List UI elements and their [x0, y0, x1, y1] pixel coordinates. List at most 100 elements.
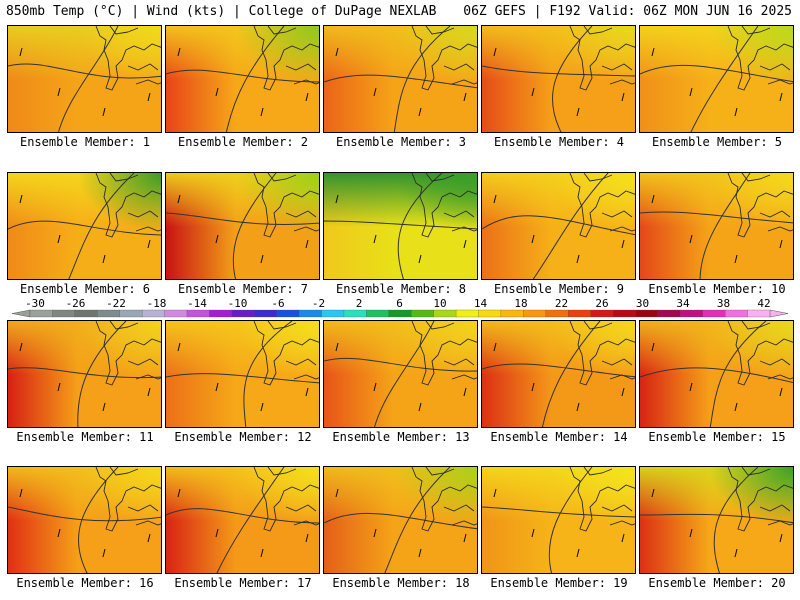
ensemble-map-panel: [639, 172, 794, 280]
colorbar-tick-label: -14: [187, 297, 207, 310]
wind-barb: [260, 402, 264, 412]
colorbar-tick-label: -10: [228, 297, 248, 310]
ensemble-map-panel: [7, 320, 162, 428]
great-lakes-coastline: [253, 26, 319, 91]
ensemble-map-panel: [7, 25, 162, 133]
wind-barb: [305, 92, 309, 102]
temperature-map: [482, 467, 635, 573]
great-lakes-coastline: [95, 26, 161, 91]
isotherm-contour: [482, 363, 635, 378]
wind-barb: [57, 87, 61, 97]
isotherm-contour: [541, 321, 601, 427]
wind-barb: [19, 194, 23, 204]
wind-barb: [147, 239, 151, 249]
colorbar-swatch: [657, 309, 681, 318]
ensemble-map-panel: [481, 466, 636, 574]
wind-barb: [19, 47, 23, 57]
great-lakes-coastline: [95, 321, 161, 386]
colorbar-tick-label: 18: [514, 297, 527, 310]
colorbar-low-arrow: [11, 309, 31, 318]
colorbar-swatch: [747, 309, 771, 318]
chart-title: 850mb Temp (°C) | Wind (kts) | College o…: [6, 4, 437, 19]
wind-barb: [463, 387, 467, 397]
ensemble-map-panel: [323, 466, 478, 574]
wind-barb: [621, 239, 625, 249]
great-lakes-coastline: [95, 173, 161, 238]
wind-barb: [734, 402, 738, 412]
temperature-colorbar: -30 -26 -22 -18 -14 -10 -6 -2 2 6 10 14 18 22 26 30 34 38…: [11, 297, 789, 318]
wind-barb: [305, 533, 309, 543]
great-lakes-coastline: [253, 173, 319, 238]
colorbar-swatch: [254, 309, 278, 318]
colorbar-swatch: [186, 309, 210, 318]
isotherm-contour: [216, 467, 285, 573]
ensemble-member-label: Ensemble Member: 19: [490, 576, 628, 590]
wind-barb: [102, 107, 106, 117]
wind-barb: [689, 382, 693, 392]
ensemble-map-panel: [481, 172, 636, 280]
temperature-map: [640, 26, 793, 132]
ensemble-member-label: Ensemble Member: 2: [177, 135, 309, 149]
temperature-map: [324, 467, 477, 573]
wind-barb: [177, 342, 181, 352]
isotherm-contour: [532, 173, 609, 279]
wind-barb: [335, 342, 339, 352]
wind-barb: [621, 387, 625, 397]
wind-barb: [493, 342, 497, 352]
colorbar-swatch: [29, 309, 53, 318]
temperature-map: [640, 467, 793, 573]
colorbar-swatch: [680, 309, 704, 318]
wind-barb: [493, 488, 497, 498]
colorbar-swatch: [725, 309, 749, 318]
colorbar-tick-label: 26: [595, 297, 608, 310]
wind-barb: [576, 402, 580, 412]
wind-barb: [576, 107, 580, 117]
ensemble-map-panel: [165, 320, 320, 428]
isotherm-contour: [397, 173, 443, 279]
temperature-map: [166, 321, 319, 427]
isotherm-contour: [232, 173, 277, 279]
wind-barb: [19, 488, 23, 498]
wind-barb: [651, 488, 655, 498]
isotherm-contour: [324, 357, 477, 372]
great-lakes-coastline: [253, 321, 319, 386]
wind-barb: [147, 533, 151, 543]
ensemble-member-label: Ensemble Member: 17: [174, 576, 312, 590]
isotherm-contour: [482, 506, 635, 518]
colorbar-swatch: [119, 309, 143, 318]
colorbar-swatch: [97, 309, 121, 318]
ensemble-member-label: Ensemble Member: 10: [648, 282, 786, 296]
isotherm-contour: [225, 26, 285, 132]
wind-barb: [260, 548, 264, 558]
great-lakes-coastline: [411, 173, 477, 238]
wind-barb: [215, 382, 219, 392]
wind-barb: [57, 382, 61, 392]
wind-barb: [779, 239, 783, 249]
colorbar-high-arrow: [769, 309, 789, 318]
isotherm-contour: [8, 506, 161, 522]
wind-barb: [373, 234, 377, 244]
wind-barb: [177, 47, 181, 57]
ensemble-map-panel: [165, 466, 320, 574]
isotherm-contour: [709, 321, 767, 427]
ensemble-member-label: Ensemble Member: 3: [335, 135, 467, 149]
colorbar-tick-label: -6: [271, 297, 284, 310]
wind-barb: [305, 387, 309, 397]
ensemble-member-label: Ensemble Member: 20: [648, 576, 786, 590]
isotherm-contour: [77, 321, 127, 427]
great-lakes-coastline: [569, 467, 635, 532]
wind-barb: [531, 382, 535, 392]
ensemble-map-panel: [481, 25, 636, 133]
ensemble-member-label: Ensemble Member: 8: [335, 282, 467, 296]
wind-barb: [177, 194, 181, 204]
isotherm-contour: [324, 74, 477, 89]
temperature-map: [482, 321, 635, 427]
isotherm-contour: [640, 513, 793, 524]
isotherm-contour: [8, 63, 161, 79]
ensemble-member-label: Ensemble Member: 4: [493, 135, 625, 149]
ensemble-map-panel: [639, 320, 794, 428]
colorbar-swatch: [411, 309, 435, 318]
isotherm-contour: [166, 373, 319, 384]
great-lakes-coastline: [569, 321, 635, 386]
wind-barb: [689, 234, 693, 244]
